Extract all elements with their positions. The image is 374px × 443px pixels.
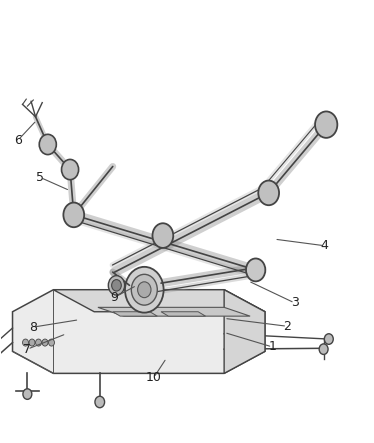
Text: 10: 10 (145, 371, 162, 384)
Circle shape (23, 389, 32, 399)
Text: 5: 5 (36, 171, 45, 184)
Circle shape (131, 274, 157, 305)
Circle shape (39, 134, 56, 155)
Circle shape (49, 339, 55, 346)
Text: 6: 6 (14, 133, 22, 147)
Circle shape (153, 223, 173, 248)
Circle shape (36, 339, 42, 346)
Polygon shape (53, 290, 265, 312)
Text: 2: 2 (283, 320, 291, 333)
Circle shape (42, 339, 48, 346)
Circle shape (324, 334, 333, 344)
Circle shape (125, 267, 163, 313)
Circle shape (29, 339, 35, 346)
Circle shape (138, 282, 151, 298)
Text: 3: 3 (291, 296, 298, 310)
Polygon shape (12, 290, 265, 373)
Circle shape (22, 339, 28, 346)
Text: 1: 1 (269, 341, 276, 354)
Circle shape (95, 396, 105, 408)
Circle shape (246, 258, 265, 281)
Text: 7: 7 (23, 343, 31, 356)
Circle shape (112, 280, 121, 291)
Polygon shape (113, 312, 157, 316)
Text: 4: 4 (321, 239, 328, 252)
Circle shape (258, 181, 279, 205)
Text: 9: 9 (111, 291, 119, 304)
Circle shape (108, 276, 125, 295)
Polygon shape (224, 290, 265, 373)
Circle shape (62, 159, 79, 180)
Circle shape (63, 202, 84, 227)
Polygon shape (98, 307, 250, 316)
Circle shape (319, 344, 328, 354)
Circle shape (315, 112, 337, 138)
Text: 8: 8 (29, 321, 37, 334)
Polygon shape (161, 312, 206, 316)
